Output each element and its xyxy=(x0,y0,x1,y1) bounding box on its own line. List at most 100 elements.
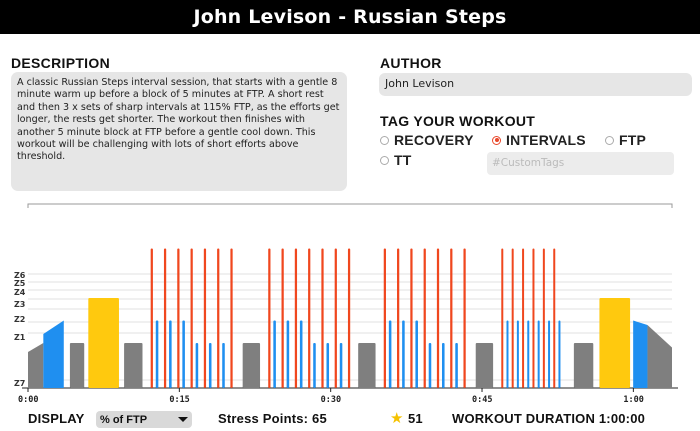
ramp-block xyxy=(28,343,44,388)
radio-dot-icon xyxy=(380,135,389,145)
x-tick-label: 0:30 xyxy=(321,395,341,405)
ramp-block xyxy=(43,320,64,388)
workout-block xyxy=(573,343,594,388)
recovery-bar-blue xyxy=(442,343,445,388)
bottom-bar: DISPLAY % of FTP Stress Points: 65 ★ 51 … xyxy=(0,408,700,431)
zone-label: Z5 xyxy=(14,279,26,288)
tag-label-recovery: RECOVERY xyxy=(394,132,474,148)
zone-label: Z1 xyxy=(14,333,26,342)
zone-label: Z3 xyxy=(14,300,25,309)
interval-bar-red xyxy=(347,248,351,388)
workout-block xyxy=(358,343,376,388)
workout-chart[interactable]: Z6 Z5 Z4 Z3 Z2 Z1 Z7 0:00 0:15 0:30 0:45 1:00 xyxy=(0,196,700,408)
recovery-bar-blue xyxy=(558,320,561,388)
recovery-bar-blue xyxy=(516,320,519,388)
interval-bar-red xyxy=(190,248,193,388)
workout-block xyxy=(599,298,631,388)
author-field[interactable]: John Levison xyxy=(379,73,692,96)
display-select-value: % of FTP xyxy=(100,413,148,426)
radio-dot-icon xyxy=(605,135,614,145)
zone-label: Z7 xyxy=(14,379,25,388)
display-select[interactable]: % of FTP xyxy=(96,411,192,428)
x-tick-label: 0:00 xyxy=(18,395,38,405)
interval-bar-red xyxy=(532,248,535,388)
workout-block xyxy=(124,343,143,388)
recovery-bar-blue xyxy=(415,320,418,388)
tag-label-tt: TT xyxy=(394,152,412,168)
radio-dot-selected-icon xyxy=(492,135,501,145)
interval-bar-red xyxy=(397,248,400,388)
interval-bar-red xyxy=(150,248,153,388)
ramp-block xyxy=(647,325,672,388)
tag-heading: TAG YOUR WORKOUT xyxy=(380,113,536,129)
interval-bar-red xyxy=(410,248,413,388)
x-tick-label: 1:00 xyxy=(623,395,643,405)
workout-block xyxy=(242,343,261,388)
recovery-bar-blue xyxy=(548,320,551,388)
recovery-bar-blue xyxy=(506,320,509,388)
interval-bar-red xyxy=(501,248,504,388)
interval-bar-red xyxy=(163,248,167,388)
description-textarea[interactable]: A classic Russian Steps interval session… xyxy=(11,72,347,191)
recovery-bar-blue xyxy=(273,320,276,388)
workout-block xyxy=(69,343,85,388)
custom-tags-input[interactable]: #CustomTags xyxy=(487,152,674,175)
author-heading: AUTHOR xyxy=(380,55,442,71)
recovery-bar-blue xyxy=(195,343,199,388)
radio-dot-icon xyxy=(380,155,389,165)
tag-label-intervals: INTERVALS xyxy=(506,132,586,148)
workout-block xyxy=(88,298,119,388)
recovery-bar-blue xyxy=(339,343,343,388)
workout-title: John Levison - Russian Steps xyxy=(193,6,507,28)
interval-bar-red xyxy=(203,248,207,388)
x-tick-label: 0:15 xyxy=(169,395,189,405)
recovery-bar-blue xyxy=(388,320,392,388)
description-heading: DESCRIPTION xyxy=(11,55,110,71)
tag-radio-ftp[interactable]: FTP xyxy=(605,132,646,148)
stress-points: Stress Points: 65 xyxy=(218,411,327,426)
interval-bar-red xyxy=(542,248,545,388)
zone-label: Z4 xyxy=(14,288,26,297)
recovery-bar-blue xyxy=(402,320,405,388)
tag-label-ftp: FTP xyxy=(619,132,647,148)
tag-radio-tt[interactable]: TT xyxy=(380,152,412,168)
x-tick-label: 0:45 xyxy=(472,395,492,405)
workout-duration: WORKOUT DURATION 1:00:00 xyxy=(452,411,646,426)
zone-label: Z2 xyxy=(14,315,25,324)
interval-bar-red xyxy=(511,248,514,388)
recovery-bar-blue xyxy=(222,343,225,388)
interval-bar-red xyxy=(423,248,426,388)
display-label: DISPLAY xyxy=(28,411,85,426)
recovery-bar-blue xyxy=(286,320,290,388)
recovery-bar-blue xyxy=(169,320,172,388)
interval-bar-red xyxy=(308,248,311,388)
recovery-bar-blue xyxy=(155,320,159,388)
interval-bar-red xyxy=(294,248,298,388)
star-count: 51 xyxy=(408,411,423,426)
interval-bar-red xyxy=(522,248,525,388)
interval-bar-red xyxy=(450,248,453,388)
workout-block xyxy=(475,343,494,388)
chart-frame xyxy=(27,203,673,208)
interval-bar-red xyxy=(321,248,324,388)
zone-label: Z6 xyxy=(14,271,26,280)
title-bar: John Levison - Russian Steps xyxy=(0,0,700,34)
ramp-block xyxy=(633,320,648,388)
interval-bar-red xyxy=(334,248,337,388)
interval-bar-red xyxy=(217,248,220,388)
recovery-bar-blue xyxy=(428,343,432,388)
tag-radio-recovery[interactable]: RECOVERY xyxy=(380,132,474,148)
recovery-bar-blue xyxy=(208,343,212,388)
chevron-down-icon xyxy=(178,417,188,422)
interval-bar-red xyxy=(436,248,440,388)
recovery-bar-blue xyxy=(527,320,530,388)
recovery-bar-blue xyxy=(313,343,316,388)
interval-bar-red xyxy=(268,248,271,388)
interval-bar-red xyxy=(230,248,233,388)
interval-bar-red xyxy=(383,248,386,388)
tag-radio-intervals[interactable]: INTERVALS xyxy=(492,132,586,148)
interval-bar-red xyxy=(553,248,556,388)
star-icon: ★ xyxy=(390,409,404,427)
interval-bar-red xyxy=(463,248,466,388)
